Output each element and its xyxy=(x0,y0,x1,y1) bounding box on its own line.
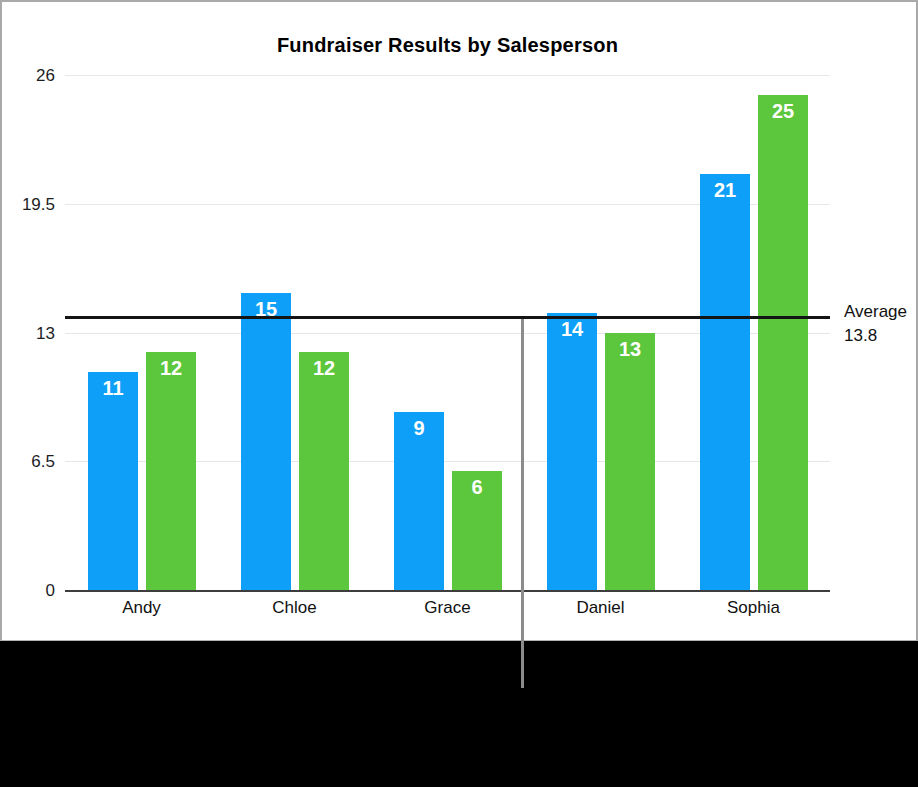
bar-value-label: 6 xyxy=(452,476,502,499)
x-axis-category-label: Sophia xyxy=(677,598,830,618)
average-label-text: Average xyxy=(844,300,907,324)
average-reference-line xyxy=(65,316,830,319)
x-axis-category-label: Chloe xyxy=(218,598,371,618)
bar-value-label: 25 xyxy=(758,100,808,123)
y-axis-tick-label: 19.5 xyxy=(0,195,55,215)
gridline xyxy=(65,75,830,76)
bar-green-andy: 12 xyxy=(146,352,196,590)
help-figure: Fundraiser Results by Salesperson 0 6.5 13… xyxy=(0,0,918,787)
y-axis-tick-label: 0 xyxy=(0,581,55,601)
caption-redacted-band xyxy=(0,642,918,787)
bar-green-chloe: 12 xyxy=(299,352,349,590)
bar-value-label: 13 xyxy=(605,338,655,361)
bar-blue-sophia: 21 xyxy=(700,174,750,590)
callout-pointer-line xyxy=(521,319,524,688)
bar-blue-chloe: 15 xyxy=(241,293,291,590)
bar-value-label: 12 xyxy=(299,357,349,380)
bar-value-label: 14 xyxy=(547,318,597,341)
y-axis-tick-label: 6.5 xyxy=(0,452,55,472)
bar-blue-andy: 11 xyxy=(88,372,138,590)
bar-value-label: 11 xyxy=(88,377,138,400)
average-value-text: 13.8 xyxy=(844,324,907,348)
bar-value-label: 21 xyxy=(700,179,750,202)
y-axis-tick-label: 26 xyxy=(0,66,55,86)
x-axis-line xyxy=(65,590,830,592)
average-line-label: Average 13.8 xyxy=(844,300,907,348)
bar-value-label: 12 xyxy=(146,357,196,380)
y-axis-tick-label: 13 xyxy=(0,324,55,344)
bar-blue-daniel: 14 xyxy=(547,313,597,590)
bar-blue-grace: 9 xyxy=(394,412,444,590)
bar-green-sophia: 25 xyxy=(758,95,808,590)
x-axis-category-label: Grace xyxy=(371,598,524,618)
x-axis-category-label: Daniel xyxy=(524,598,677,618)
bar-value-label: 9 xyxy=(394,417,444,440)
x-axis-category-label: Andy xyxy=(65,598,218,618)
bar-green-grace: 6 xyxy=(452,471,502,590)
chart-title: Fundraiser Results by Salesperson xyxy=(65,34,830,57)
bar-green-daniel: 13 xyxy=(605,333,655,591)
